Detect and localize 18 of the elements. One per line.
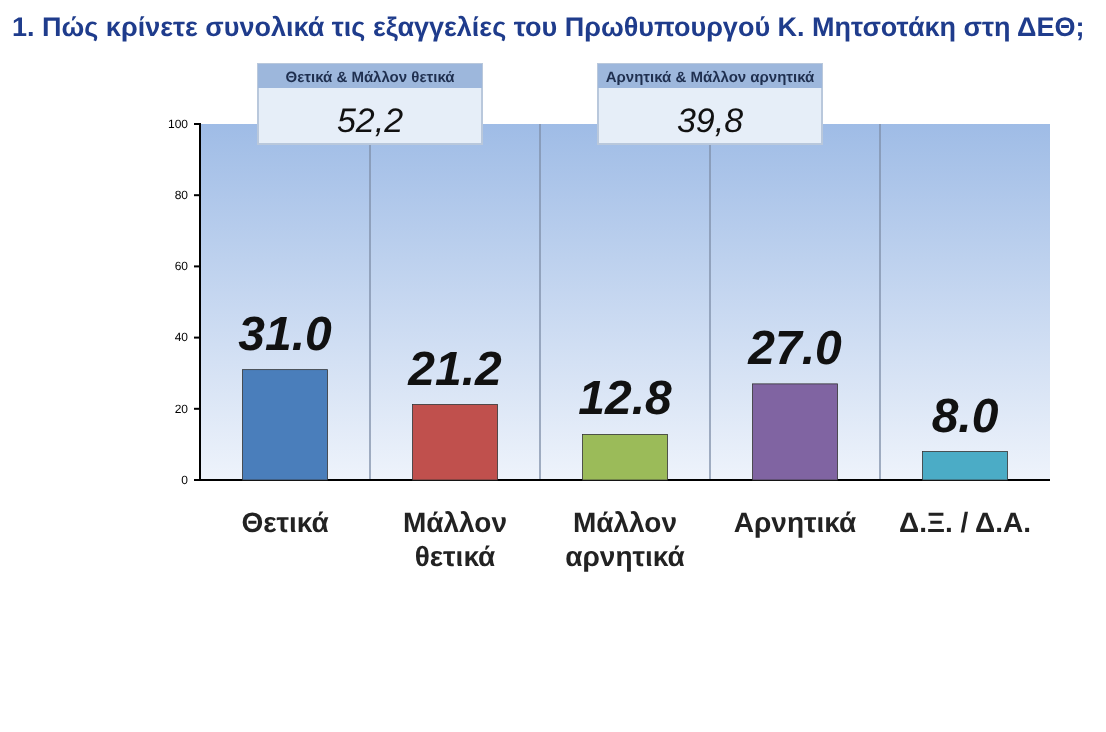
data-label: 12.8 [578,372,674,427]
x-tick-label: Μάλλον αρνητικά [565,506,686,572]
bar [242,369,328,481]
x-tick-label: Αρνητικά [733,506,857,538]
x-tick-label: Μάλλον θετικά [402,506,508,572]
annotation: 39,8 [676,102,745,140]
bar [752,383,838,481]
bar [412,404,498,481]
x-tick-label: Θετικά [241,506,330,538]
x-tick-label: Δ.Ξ. / Δ.Α. [899,506,1031,538]
chart-title: 1. Πώς κρίνετε συνολικά τις εξαγγελίες του Πρωθυπουργού Κ. Μητσοτάκη στη ΔΕΘ; [12,12,1085,42]
data-label: 21.2 [406,342,504,397]
data-label: 8.0 [931,389,1000,444]
bar [922,451,1008,481]
annotation: 52,2 [336,102,405,140]
data-label: 27.0 [746,321,844,376]
data-label: 31.0 [238,307,334,362]
bar [582,434,668,481]
